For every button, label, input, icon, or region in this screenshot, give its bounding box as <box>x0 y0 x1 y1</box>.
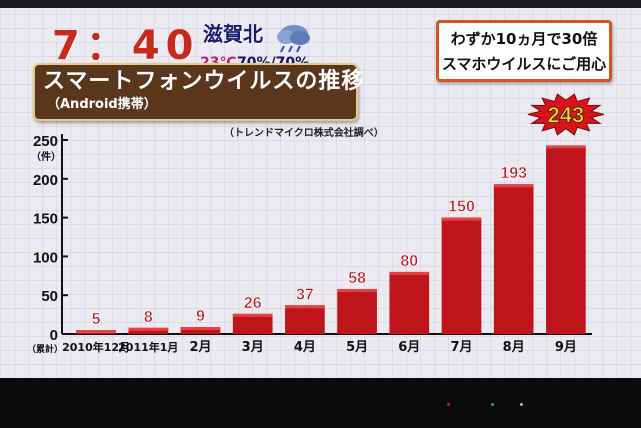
bar-highlight <box>389 271 430 275</box>
data-label: 58 <box>348 270 366 287</box>
bar-highlight <box>232 313 273 317</box>
x-tick-label: 3月 <box>242 340 264 355</box>
starburst-badge <box>527 93 605 136</box>
bar-highlight <box>441 217 482 221</box>
y-tick-label: 200 <box>33 172 58 189</box>
y-tick-label: 100 <box>33 249 58 266</box>
power-led-red <box>447 403 450 406</box>
chart-subtitle: （Android携帯） <box>47 97 157 112</box>
x-tick-label: 5月 <box>346 340 368 355</box>
x-tick-label: 7月 <box>450 340 472 355</box>
bar <box>389 271 430 334</box>
power-led-green <box>491 403 494 406</box>
data-label-highlight: 243 <box>548 102 585 127</box>
source-note: （トレンドマイクロ株式会社調べ） <box>224 128 384 139</box>
data-label: 9 <box>196 308 205 325</box>
data-label: 37 <box>296 286 314 303</box>
bar-highlight <box>493 184 534 188</box>
y-unit-label: （件） <box>31 150 61 163</box>
headline-line-2: スマホウイルスにご用心 <box>441 55 607 73</box>
bar-highlight <box>546 145 586 149</box>
status-led <box>520 403 523 406</box>
cumulative-label: （累計） <box>27 343 63 355</box>
headline-line-1: わずか10ヵ月で30倍 <box>450 30 598 48</box>
bar <box>128 327 169 334</box>
chart-title-box: スマートフォンウイルスの推移 （Android携帯） <box>33 63 363 121</box>
bar <box>546 145 586 334</box>
data-label: 26 <box>244 295 262 312</box>
y-tick-label: 0 <box>50 327 58 344</box>
weather-location: 滋賀北 <box>203 22 263 46</box>
x-tick-label: 9月 <box>555 340 577 355</box>
clock-display: 7：40 <box>52 23 200 69</box>
bar <box>337 288 377 334</box>
bar <box>493 184 534 334</box>
x-tick-label: 2011年1月 <box>118 340 178 354</box>
chart-title: スマートフォンウイルスの推移 <box>43 69 365 94</box>
cloud-rain-icon <box>277 25 310 53</box>
x-tick-label: 2月 <box>189 340 211 355</box>
bar-highlight <box>76 330 116 334</box>
y-tick-label: 150 <box>33 211 58 228</box>
data-label: 193 <box>500 165 527 182</box>
tv-bezel-bottom <box>0 378 641 428</box>
bar <box>232 313 273 334</box>
x-tick-label: 2010年12月 <box>62 340 130 354</box>
y-tick-label: 250 <box>33 133 58 150</box>
bar <box>285 305 325 334</box>
x-tick-label: 4月 <box>294 340 316 355</box>
bar-highlight <box>180 327 221 331</box>
bar-highlight <box>285 305 325 309</box>
bar-chart: 0 50 100 150 200 250（件） （累計） 2010年12月 5 2011年1月 8… <box>27 93 605 355</box>
x-tick-label: 8月 <box>503 340 525 355</box>
y-tick-label: 50 <box>41 288 58 305</box>
tv-bezel-top <box>0 0 641 8</box>
bar <box>441 217 482 334</box>
data-label: 8 <box>144 309 153 326</box>
data-label: 80 <box>400 253 418 270</box>
bar-highlight <box>128 327 169 331</box>
bar <box>180 327 221 334</box>
headline-box: わずか10ヵ月で30倍 スマホウイルスにご用心 <box>436 20 612 82</box>
data-label: 5 <box>92 311 101 328</box>
x-tick-label: 6月 <box>398 340 420 355</box>
data-label: 150 <box>448 199 475 216</box>
bar-highlight <box>337 288 377 292</box>
